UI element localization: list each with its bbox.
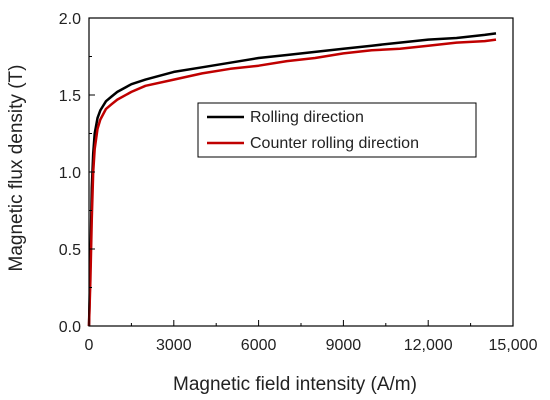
- legend-label-rolling: Rolling direction: [250, 109, 364, 126]
- x-tick-label: 3000: [156, 337, 192, 354]
- x-tick-label: 9000: [326, 337, 362, 354]
- series-layer: [87, 32, 497, 327]
- series-line-0: [87, 32, 497, 327]
- x-tick-label: 15,000: [489, 337, 538, 354]
- legend-box: [197, 102, 477, 158]
- x-axis-title: Magnetic field intensity (A/m): [173, 374, 417, 395]
- plot-frame: [88, 17, 514, 327]
- y-tick-label: 0.0: [59, 319, 81, 336]
- x-tick-label: 6000: [241, 337, 277, 354]
- y-tick-label: 1.5: [59, 88, 81, 105]
- y-tick-label: 2.0: [59, 11, 81, 28]
- y-tick-label: 0.5: [59, 242, 81, 259]
- x-tick-label: 0: [85, 337, 94, 354]
- x-tick-label: 12,000: [404, 337, 453, 354]
- series-line-1: [87, 38, 497, 327]
- axes-layer: 0 3000 6000 9000 12,000 15,000 0.0 0.5 1.0 1.5 2.0: [59, 11, 538, 354]
- y-axis-title: Magnetic flux density (T): [6, 65, 27, 272]
- y-tick-label: 1.0: [59, 165, 81, 182]
- legend: Rolling direction Counter rolling direct…: [197, 102, 477, 158]
- legend-label-counter: Counter rolling direction: [250, 135, 419, 152]
